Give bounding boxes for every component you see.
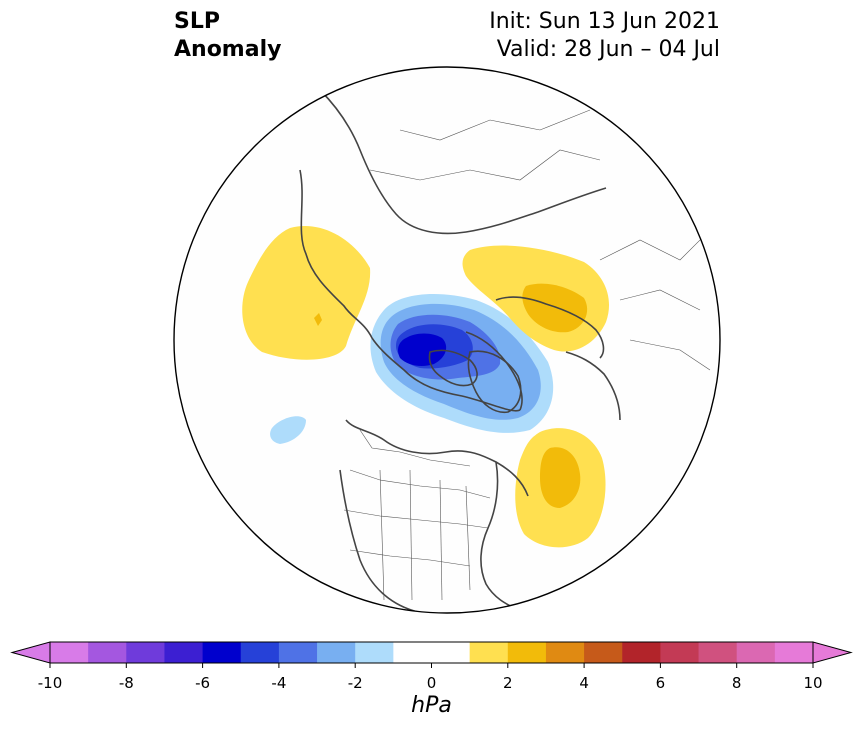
init-date: Init: Sun 13 Jun 2021	[489, 9, 720, 34]
colorbar-segment	[202, 642, 242, 663]
colorbar-tick-label: 10	[803, 674, 822, 692]
colorbar-segment	[126, 642, 165, 663]
colorbar-segment	[736, 642, 776, 663]
boundaries	[343, 109, 711, 601]
colorbar-under-arrow	[10, 641, 51, 664]
colorbar-over-arrow	[812, 641, 853, 664]
colorbar-segment	[507, 642, 547, 663]
colorbar-segment	[660, 642, 700, 663]
colorbar-segment	[545, 642, 585, 663]
map-title: SLP Anomaly	[174, 8, 281, 64]
colorbar-segment	[240, 642, 280, 663]
colorbar-segment	[622, 642, 661, 663]
colorbar-tick-label: -10	[38, 674, 63, 692]
valid-range: Valid: 28 Jun – 04 Jul	[496, 37, 720, 62]
colorbar-tick-label: 4	[579, 674, 589, 692]
forecast-dates: Init: Sun 13 Jun 2021 Valid: 28 Jun – 04…	[489, 8, 720, 64]
colorbar-tick-label: -2	[348, 674, 363, 692]
map-boundary	[173, 66, 721, 614]
coastlines	[299, 89, 621, 613]
colorbar-segment	[584, 642, 623, 663]
colorbar-segment	[50, 642, 89, 663]
colorbar-tick-label: 0	[427, 674, 437, 692]
anomaly-positive-pacific-core	[314, 313, 322, 326]
anomaly-negative-north-pacific	[270, 416, 306, 444]
anomaly-positive-pacific	[242, 225, 371, 360]
anomaly-positive-atlantic	[515, 428, 606, 548]
colorbar-segment	[164, 642, 204, 663]
colorbar-tick-label: -8	[119, 674, 134, 692]
colorbar-segment	[774, 642, 814, 663]
colorbar-segment	[393, 642, 432, 663]
colorbar-segment	[88, 642, 127, 663]
colorbar-tick-label: -4	[271, 674, 286, 692]
colorbar-tick-label: -6	[195, 674, 210, 692]
polar-map	[173, 66, 721, 614]
colorbar-segment	[278, 642, 318, 663]
colorbar: -10 -8 -6 -4 -2 0 2 4 6 8 10	[10, 641, 853, 692]
title-line-1: SLP	[174, 9, 220, 34]
colorbar-segment	[355, 642, 394, 663]
anomaly-positive-europe	[462, 245, 610, 352]
title-line-2: Anomaly	[174, 37, 282, 62]
colorbar-segment	[698, 642, 738, 663]
colorbar-unit-label: hPa	[411, 693, 452, 718]
colorbar-segment	[431, 642, 471, 663]
colorbar-tick-label: 2	[503, 674, 513, 692]
anomaly-negative-arctic	[370, 294, 554, 433]
colorbar-tick-label: 6	[656, 674, 666, 692]
colorbar-segment	[469, 642, 509, 663]
colorbar-segment	[317, 642, 356, 663]
colorbar-tick-label: 8	[732, 674, 742, 692]
